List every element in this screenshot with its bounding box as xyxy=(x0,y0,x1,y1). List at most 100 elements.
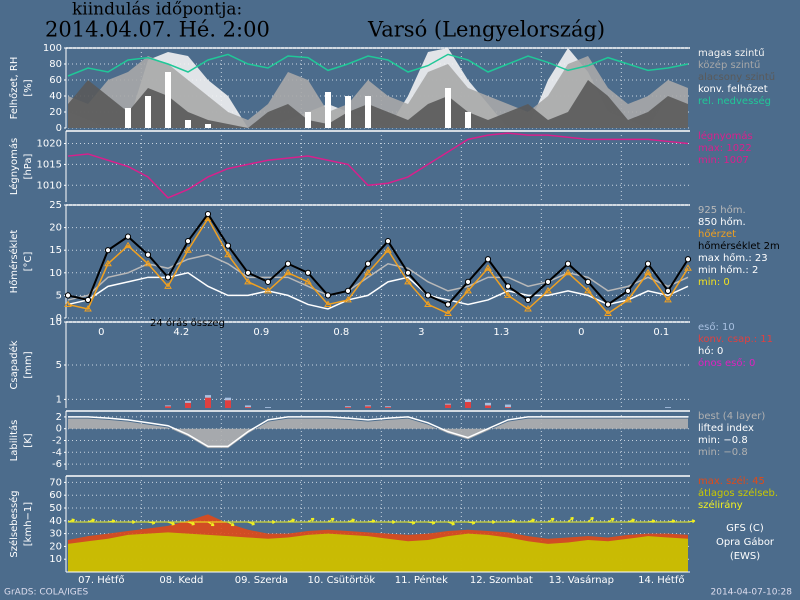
line xyxy=(67,217,689,315)
wind-arrow xyxy=(247,521,256,526)
marker xyxy=(344,287,352,294)
bar xyxy=(465,112,471,128)
wind-arrow xyxy=(107,519,116,524)
marker xyxy=(524,304,532,312)
y-tick-label: 20 xyxy=(49,223,62,234)
wind-arrow xyxy=(167,521,176,526)
daily-sum: 0 xyxy=(98,327,104,338)
bar xyxy=(485,405,491,408)
marker xyxy=(164,274,172,281)
daily-sum: 0.9 xyxy=(253,327,269,338)
marker xyxy=(544,278,552,285)
y-tick-label: 1010 xyxy=(37,180,62,191)
marker xyxy=(644,260,652,267)
y-tick-label: 5 xyxy=(56,360,62,371)
legend-entry: szélirány xyxy=(698,499,743,511)
y-tick-label: -4 xyxy=(52,447,62,458)
bar xyxy=(165,406,171,408)
y-tick-label: 25 xyxy=(49,200,62,211)
legend-entry: magas szintű xyxy=(698,47,765,59)
marker xyxy=(424,292,432,299)
credit: Opra Gábor xyxy=(716,536,775,548)
marker xyxy=(324,292,332,299)
y-tick-label: 1015 xyxy=(37,159,62,170)
panel: 0 5 10 15 20 25 Hőmérséklet [°C] 925 hőm.850 hőm… xyxy=(8,200,780,324)
wind-arrow xyxy=(287,518,296,523)
y-axis-label: Szélsebesség xyxy=(8,490,20,557)
legend-entry: best (4 layer) xyxy=(698,411,765,422)
wind-arrow xyxy=(407,520,416,525)
marker xyxy=(364,268,372,276)
wind-arrow xyxy=(307,517,315,523)
marker xyxy=(544,286,552,294)
daily-sum: 0.1 xyxy=(653,327,669,338)
y-tick-label: 50 xyxy=(49,503,62,514)
marker xyxy=(684,256,692,263)
marker xyxy=(464,278,472,285)
line xyxy=(67,253,689,301)
legend-entry: átlagos szélseb. xyxy=(698,487,778,499)
marker xyxy=(424,300,432,307)
marker xyxy=(384,238,392,245)
bar xyxy=(465,401,471,408)
x-tick-label: 10. Csütörtök xyxy=(308,575,376,586)
credit: GFS (C) xyxy=(726,523,764,534)
x-tick-label: 11. Péntek xyxy=(395,574,448,586)
marker xyxy=(204,210,212,218)
y-tick-label: 0 xyxy=(56,424,62,435)
wind-arrow xyxy=(607,517,615,523)
wind-arrow xyxy=(187,521,196,526)
daily-sum: 0.8 xyxy=(333,327,349,338)
y-tick-label: 60 xyxy=(49,490,62,501)
legend-note: max: 1022 xyxy=(698,143,752,154)
wind-arrow xyxy=(268,520,276,524)
marker xyxy=(224,242,232,249)
wind-arrow xyxy=(447,521,456,526)
daily-sum: 3 xyxy=(418,327,424,338)
marker xyxy=(524,296,532,304)
legend-note: min: 0 xyxy=(698,277,730,288)
legend-entry: konv. felhőzet xyxy=(698,83,768,95)
run-time: 2014.04.07. Hé. 2:00 xyxy=(45,18,270,42)
footer-right: 2014-04-07-10:28 xyxy=(711,588,793,598)
marker xyxy=(144,251,152,258)
y-tick-label: 1 xyxy=(56,394,62,405)
bar xyxy=(345,407,351,408)
marker xyxy=(384,246,392,253)
marker xyxy=(244,277,252,285)
marker xyxy=(664,287,672,294)
y-tick-label: 15 xyxy=(49,245,62,256)
panel: 1010 1015 1020 Légnyomás [hPa] légnyomásmax: … xyxy=(8,130,753,202)
marker xyxy=(624,287,632,294)
line xyxy=(67,271,689,310)
panel: 1 5 10 Csapadék [mm] 24 órás összeg 0 4.2 0.9 0.8… xyxy=(8,317,773,408)
marker xyxy=(104,247,112,254)
y-axis-label: Hőmérséklet xyxy=(8,230,20,294)
bar xyxy=(365,96,371,128)
legend-entry: konv. csap.: 11 xyxy=(698,334,773,345)
bar xyxy=(265,407,271,408)
marker xyxy=(184,246,192,253)
marker xyxy=(64,292,72,299)
bar xyxy=(325,92,331,128)
marker xyxy=(504,283,512,290)
y-axis-unit: [°C] xyxy=(23,252,34,272)
legend-note: min: −0.8 xyxy=(698,435,748,446)
legend-entry: rel. nedvesség xyxy=(698,95,771,107)
bar xyxy=(445,404,451,408)
marker xyxy=(284,260,292,267)
wind-arrow xyxy=(367,519,376,524)
wind-arrow xyxy=(388,520,396,524)
area xyxy=(68,418,688,449)
wind-arrow xyxy=(427,520,436,525)
marker xyxy=(564,268,572,276)
bar xyxy=(225,400,231,408)
y-axis-unit: [kmh−1] xyxy=(23,502,34,547)
marker xyxy=(164,282,172,289)
bar xyxy=(385,407,391,408)
y-axis-label: Csapadék xyxy=(8,340,20,389)
marker xyxy=(584,286,592,294)
line xyxy=(68,416,688,448)
wind-arrow xyxy=(347,518,356,523)
